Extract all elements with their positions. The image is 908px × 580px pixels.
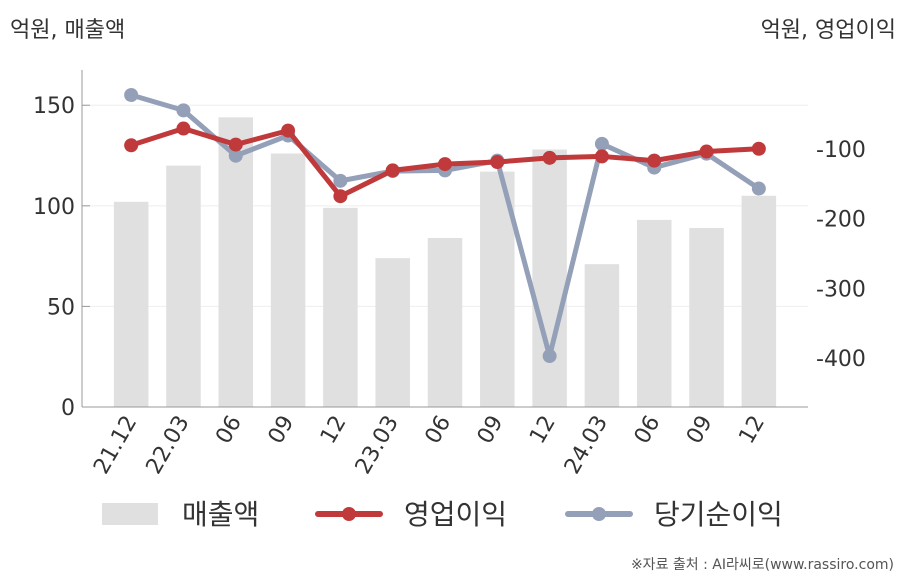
right-axis-title: 억원, 영업이익	[760, 18, 896, 43]
right-tick-label: -200	[816, 208, 866, 233]
source-note: ※자료 출처 : AI라씨로(www.rassiro.com)	[630, 557, 894, 573]
operating-profit-point	[542, 150, 557, 165]
operating-profit-point	[124, 138, 139, 153]
operating-profit-point	[228, 137, 243, 152]
revenue-bar	[218, 117, 254, 408]
left-tick-label: 150	[33, 94, 75, 119]
x-tick-label: 12	[316, 412, 352, 449]
net-income-point	[594, 136, 609, 151]
operating-profit-point	[176, 121, 191, 136]
net-income-point	[124, 88, 139, 103]
x-tick-label: 12	[734, 412, 770, 449]
x-tick-label: 09	[682, 412, 718, 449]
operating-profit-point	[647, 153, 662, 168]
net-income-point	[176, 103, 191, 118]
revenue-bar	[532, 149, 567, 407]
x-tick-label: 06	[211, 412, 247, 449]
operating-profit-point	[751, 141, 766, 156]
x-tick-label: 23.03	[351, 412, 404, 479]
x-tick-label: 09	[264, 412, 300, 449]
x-tick-label: 09	[473, 412, 509, 449]
right-tick-label: -100	[816, 138, 866, 163]
revenue-bar	[270, 153, 306, 407]
revenue-bar	[689, 227, 724, 407]
x-tick-label: 06	[421, 412, 457, 449]
legend-swatch-revenue	[102, 503, 158, 525]
revenue-bar	[636, 219, 672, 407]
revenue-bar	[113, 201, 149, 407]
operating-profit-point	[699, 144, 714, 159]
revenue-bar	[166, 165, 201, 407]
legend-marker-operating-profit	[342, 507, 356, 521]
legend-label-revenue: 매출액	[182, 498, 259, 531]
left-axis-title: 억원, 매출액	[10, 18, 126, 43]
legend-label-operating-profit: 영업이익	[404, 498, 507, 531]
operating-profit-point	[281, 123, 296, 138]
operating-profit-point	[385, 163, 400, 178]
revenue-bar	[584, 264, 620, 407]
operating-profit-point	[594, 149, 609, 164]
revenue-bar	[323, 207, 358, 407]
right-tick-label: -400	[816, 347, 866, 372]
operating-profit-point	[490, 155, 505, 170]
net-income-point	[751, 181, 766, 196]
left-tick-label: 50	[47, 295, 75, 320]
left-tick-label: 0	[61, 396, 75, 421]
x-tick-label: 21.12	[89, 412, 142, 479]
x-tick-label: 24.03	[560, 412, 613, 479]
axes	[81, 70, 808, 408]
net-income-point	[542, 349, 557, 364]
x-tick-label: 12	[525, 412, 561, 449]
right-tick-label: -300	[816, 277, 866, 302]
x-tick-label: 06	[630, 412, 666, 449]
legend-label-net-income: 당기순이익	[654, 498, 783, 531]
left-tick-label: 100	[33, 195, 75, 220]
revenue-bar	[375, 258, 410, 407]
profit-lines	[124, 88, 766, 364]
revenue-bars	[113, 117, 777, 408]
net-income-point	[228, 148, 243, 163]
revenue-bar	[741, 195, 777, 407]
net-income-point	[333, 173, 348, 188]
legend-marker-net-income	[592, 507, 606, 521]
legend: 매출액 영업이익 당기순이익	[102, 498, 783, 531]
x-tick-label: 22.03	[142, 412, 195, 479]
operating-profit-point	[333, 189, 348, 204]
revenue-bar	[427, 238, 463, 407]
operating-profit-point	[438, 157, 452, 172]
